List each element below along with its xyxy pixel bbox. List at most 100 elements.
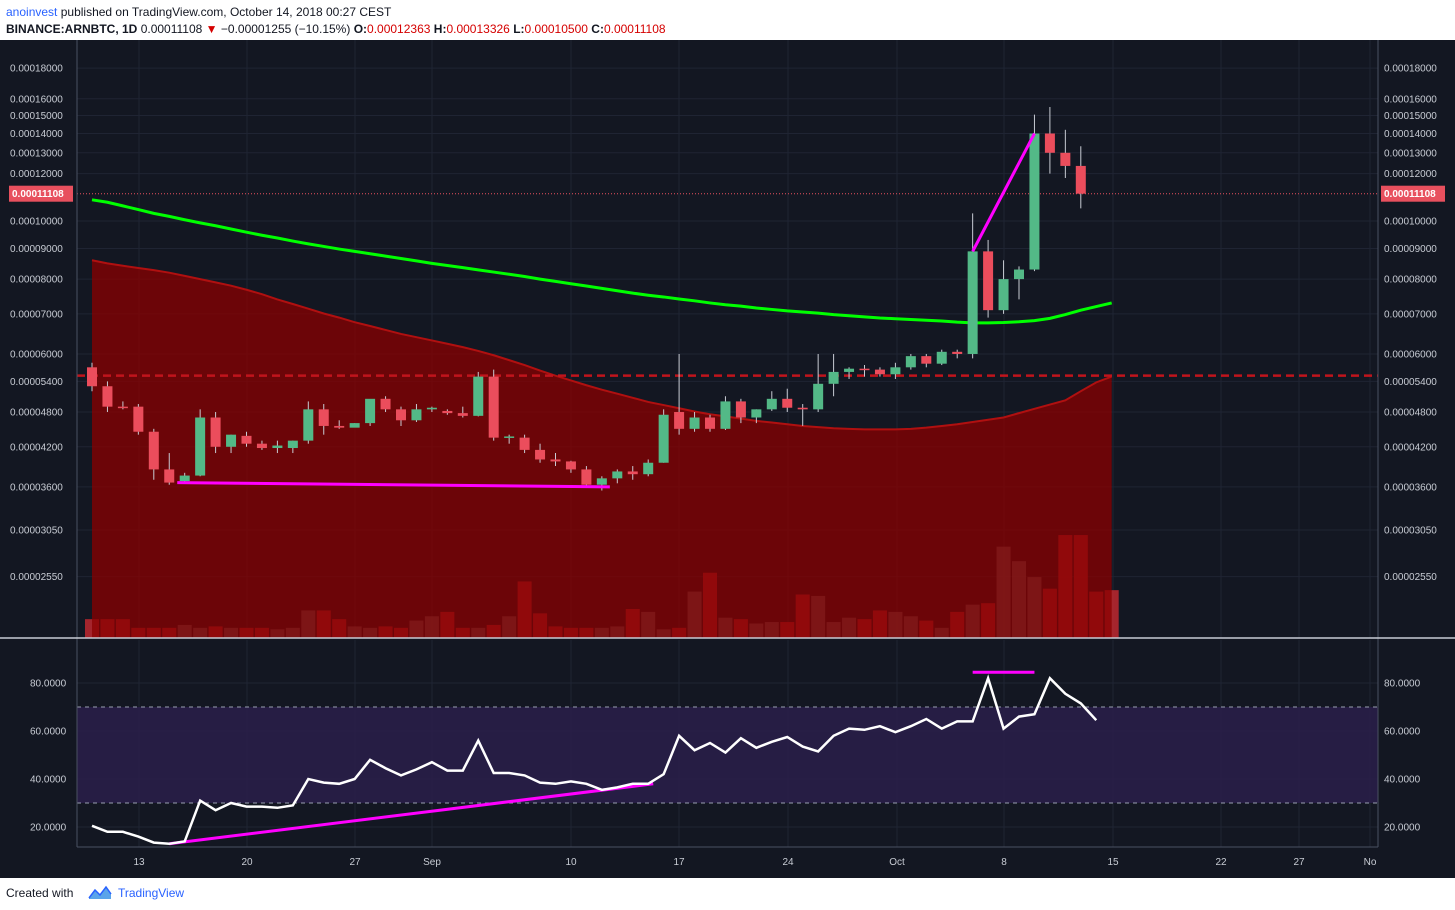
candles[interactable]	[87, 107, 1086, 491]
candle-body	[1060, 152, 1071, 166]
candle-body	[102, 386, 113, 407]
price-chart[interactable]: 0.00018000 0.00018000 0.00016000 0.00016000…	[0, 40, 1455, 878]
candle-body	[179, 475, 190, 482]
time-tick-label: 13	[133, 857, 145, 868]
down-arrow-icon: ▼	[205, 22, 218, 36]
candle	[751, 409, 762, 424]
candle	[952, 349, 963, 359]
candle	[983, 239, 994, 318]
candle-body	[473, 376, 484, 416]
candle-body	[411, 409, 422, 421]
price-tick-label-left: 0.00012000	[10, 169, 63, 180]
rsi-tick-label-right: 20.0000	[1384, 823, 1421, 834]
candle	[797, 404, 808, 426]
candle-body	[272, 445, 283, 449]
candle	[550, 453, 561, 467]
candle	[396, 406, 406, 426]
candle-body	[349, 423, 360, 428]
candle	[627, 466, 638, 480]
candle	[828, 353, 839, 397]
candle-body	[241, 435, 252, 444]
candle-body	[643, 462, 654, 475]
red-ma-line	[91, 259, 1113, 431]
price-tick-label-left: 0.00008000	[10, 275, 63, 286]
candle	[87, 362, 97, 392]
candle	[936, 349, 947, 366]
candle-body	[1014, 269, 1024, 280]
candle-body	[334, 425, 345, 428]
candle-body	[565, 461, 576, 470]
candle-body	[442, 410, 453, 414]
price-tick-label-right: 0.00005400	[1384, 377, 1437, 388]
candle-body	[210, 417, 221, 447]
candle-body	[921, 356, 932, 364]
price-tick-label-right: 0.00013000	[1384, 148, 1437, 159]
candle-body	[226, 434, 237, 447]
price-tick-label-right: 0.00006000	[1384, 349, 1437, 360]
rsi-tick-label-right: 60.0000	[1384, 727, 1421, 738]
author-link[interactable]: anoinvest	[6, 5, 58, 19]
candle	[504, 434, 515, 444]
high-value: 0.00013326	[446, 22, 510, 36]
candle-body	[256, 443, 267, 449]
candle-body	[766, 398, 777, 410]
candle-body	[318, 409, 329, 426]
candle	[241, 431, 252, 447]
candle-body	[117, 406, 128, 409]
time-tick-label: 17	[673, 857, 685, 868]
candle-body	[504, 436, 515, 438]
candle-body	[287, 440, 298, 449]
candle-body	[782, 398, 793, 408]
time-tick-label: Sep	[423, 857, 441, 868]
candle	[813, 353, 824, 413]
candle	[859, 365, 870, 377]
rsi-line	[91, 674, 1098, 846]
candle-body	[998, 279, 1009, 311]
candle-body	[535, 449, 546, 460]
tradingview-link[interactable]: TradingView	[118, 886, 185, 900]
candle	[1029, 114, 1040, 272]
candle-body	[133, 406, 144, 432]
high-label: H:	[433, 22, 447, 36]
candle-body	[705, 417, 715, 429]
candle	[457, 406, 468, 418]
rsi-tick-label-left: 60.0000	[30, 727, 67, 738]
trend-lines[interactable]	[169, 132, 1036, 846]
last-price-badge-right-text: 0.00011108	[1384, 189, 1436, 200]
price-tick-label-right: 0.00018000	[1384, 64, 1437, 75]
candle	[426, 406, 437, 413]
chart-header: anoinvest published on TradingView.com, …	[0, 0, 1455, 40]
candle	[1075, 146, 1086, 209]
chart-footer: Created with TradingView	[0, 878, 1455, 910]
price-tick-label-right: 0.00004200	[1384, 442, 1437, 453]
candle	[689, 412, 700, 432]
price-tick-label-right: 0.00008000	[1384, 275, 1437, 286]
price-tick-label-left: 0.00005400	[10, 377, 63, 388]
time-tick-label: 22	[1215, 857, 1227, 868]
candle-body	[1075, 165, 1086, 194]
candle	[318, 404, 329, 435]
price-tick-label-right: 0.00009000	[1384, 244, 1437, 255]
time-tick-label: 20	[241, 857, 253, 868]
candle-body	[1044, 133, 1055, 153]
price-tick-label-left: 0.00007000	[10, 309, 63, 320]
candle-body	[550, 459, 561, 462]
rsi-trend-line	[169, 782, 654, 846]
price-tick-label-left: 0.00015000	[10, 111, 63, 122]
price-tick-label-left: 0.00009000	[10, 244, 63, 255]
candle-body	[365, 398, 376, 424]
symbol-label: BINANCE:ARNBTC, 1D	[6, 22, 138, 36]
candle	[612, 469, 623, 484]
candle	[1014, 266, 1024, 300]
publish-info: anoinvest published on TradingView.com, …	[6, 5, 391, 19]
price-tick-label-right: 0.00015000	[1384, 111, 1437, 122]
candle-body	[751, 409, 762, 418]
candle-body	[828, 371, 839, 384]
close-value: 0.00011108	[603, 22, 666, 36]
price-tick-label-left: 0.00003050	[10, 526, 63, 537]
rsi-band	[77, 706, 1378, 804]
last-price-badge-right	[1381, 185, 1445, 202]
candle-body	[164, 469, 175, 483]
time-tick-label: 24	[782, 857, 794, 868]
candle	[148, 428, 159, 480]
